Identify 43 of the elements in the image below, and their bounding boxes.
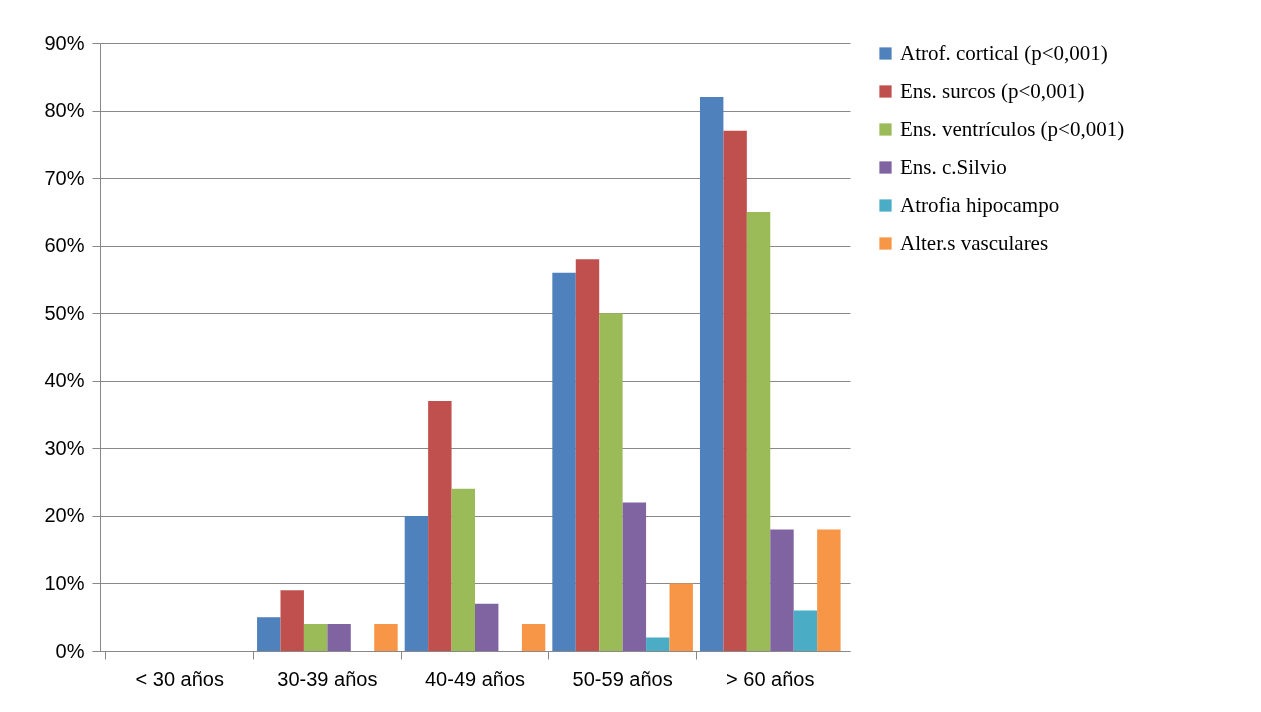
- bar: [622, 502, 647, 651]
- x-tick-label: 30-39 años: [277, 667, 378, 690]
- y-tick-label: 30%: [44, 436, 85, 459]
- bar: [669, 583, 693, 651]
- bar: [817, 529, 841, 651]
- bar: [746, 211, 771, 651]
- bar: [723, 130, 747, 651]
- y-tick-label: 70%: [44, 166, 85, 189]
- x-tick-label: 40-49 años: [424, 667, 526, 690]
- bar: [599, 313, 623, 651]
- bar: [451, 488, 475, 651]
- legend-label: Ens. ventrículos (p<0,001): [900, 116, 1125, 141]
- bar: [257, 617, 281, 651]
- legend-label: Ens. surcos (p<0,001): [900, 78, 1085, 103]
- bar: [374, 623, 398, 651]
- x-tick-label: < 30 años: [135, 667, 224, 690]
- bar: [303, 623, 328, 651]
- bar: [552, 272, 576, 651]
- y-tick-label: 60%: [44, 234, 85, 257]
- legend-label: Ens. c.Silvio: [900, 154, 1007, 179]
- y-tick-label: 50%: [44, 301, 85, 324]
- bar: [404, 515, 429, 651]
- legend-label: Alter.s vasculares: [900, 230, 1049, 255]
- bar: [793, 610, 818, 651]
- legend-label: Atrof. cortical (p<0,001): [900, 40, 1108, 65]
- y-tick-label: 80%: [44, 99, 85, 122]
- bar: [475, 603, 499, 651]
- bar: [428, 401, 452, 651]
- bar: [770, 529, 794, 651]
- bar: [575, 259, 600, 651]
- legend-label: Atrofia hipocampo: [900, 192, 1060, 217]
- x-tick-label: > 60 años: [726, 667, 815, 690]
- y-tick-label: 90%: [44, 31, 85, 54]
- y-tick-label: 0%: [55, 639, 85, 662]
- y-tick-label: 40%: [44, 369, 85, 392]
- x-tick-label: 50-59 años: [572, 667, 673, 690]
- bar: [699, 97, 724, 651]
- bar: [646, 637, 670, 651]
- y-tick-label: 10%: [44, 571, 85, 594]
- bar: [521, 623, 546, 651]
- bar: [327, 623, 351, 651]
- bar: [280, 590, 304, 651]
- y-tick-label: 20%: [44, 504, 85, 527]
